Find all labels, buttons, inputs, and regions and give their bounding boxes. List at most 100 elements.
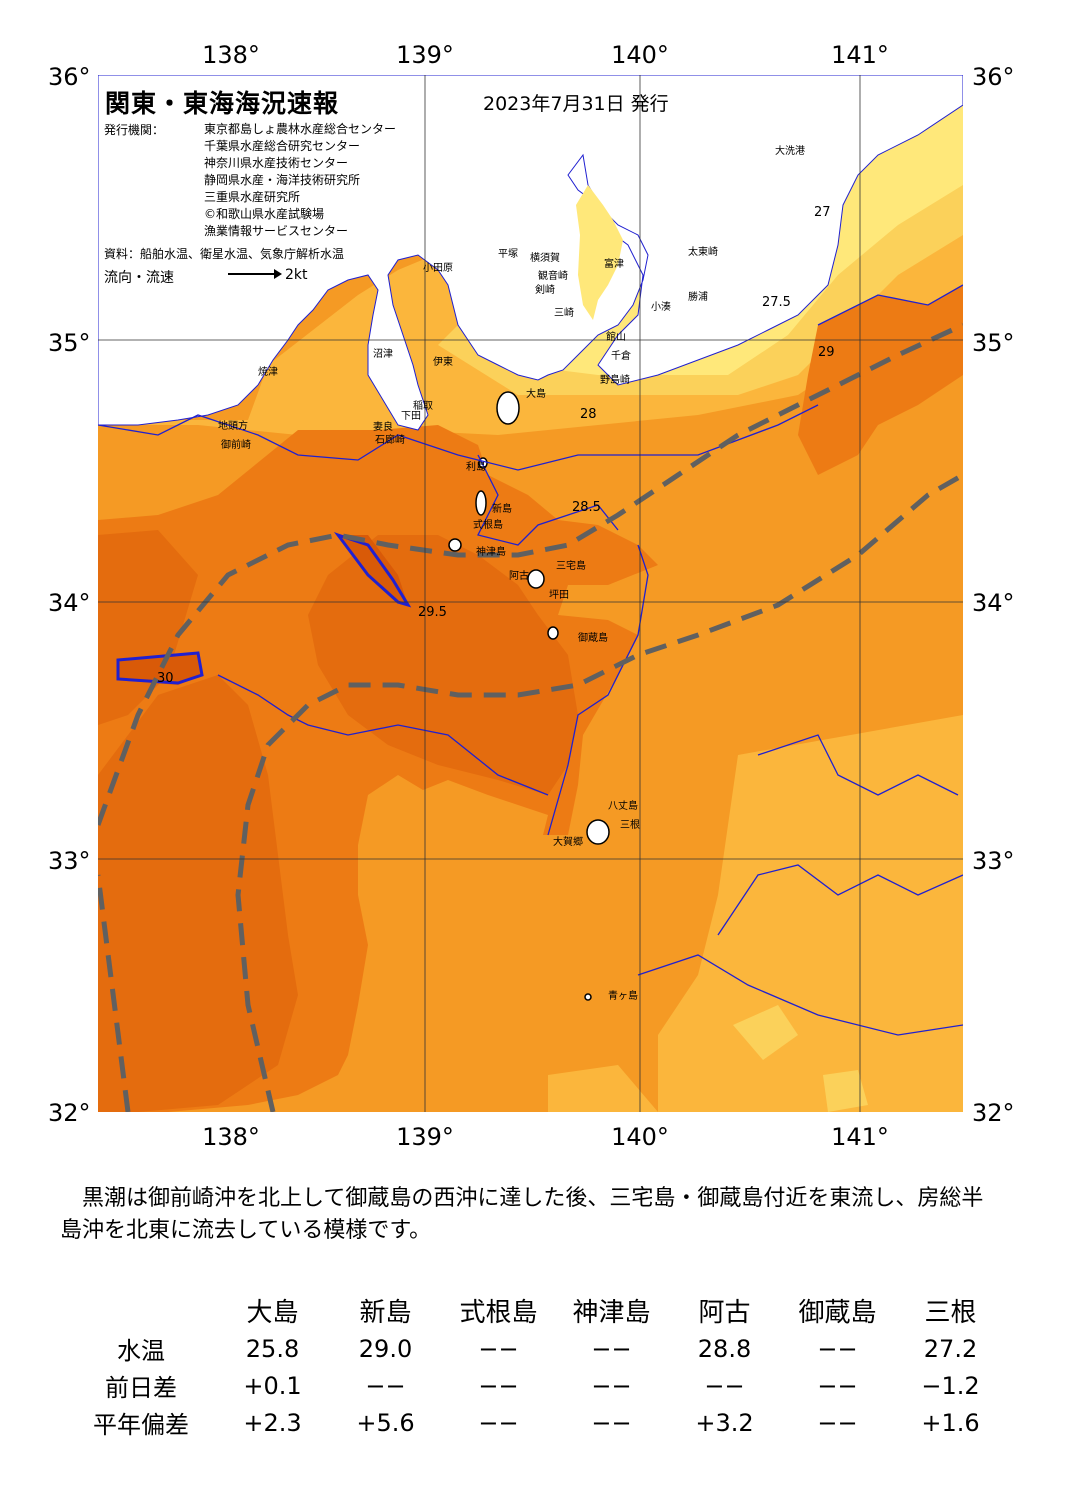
issuer-shizuoka: 静岡県水産・海洋技術研究所 [204, 173, 361, 187]
column-header: 大島 [246, 1297, 299, 1328]
place-miyakejima: 三宅島 [556, 561, 586, 572]
isotherm-g [637, 954, 963, 1036]
table-cell: 28.8 [697, 1334, 752, 1363]
contour-label-28-5: 28.5 [572, 500, 601, 515]
island-miyakejima [527, 569, 545, 589]
lat-tick-33-right: 33° [972, 847, 1015, 875]
sst-band-30-a [338, 535, 408, 605]
table-corner [66, 1290, 216, 1330]
sst-map: 27 27.5 28 28.5 29 29.5 30 大洗港 太東崎 小湊 勝浦… [98, 75, 963, 1112]
place-inatori: 稲取 [413, 401, 433, 412]
place-hiratsuka: 平塚 [498, 249, 518, 260]
place-odawara: 小田原 [423, 263, 453, 274]
kuroshio-axis-south [235, 472, 963, 1112]
lon-tick-140-top: 140° [611, 41, 669, 69]
sst-band-27-5-patch-a [733, 1005, 798, 1060]
place-misaki: 三崎 [554, 308, 574, 319]
issue-date: 2023年7月31日 発行 [483, 93, 669, 115]
sst-band-28-south [548, 1065, 658, 1112]
lat-tick-34-right: 34° [972, 589, 1015, 617]
place-chikura: 千倉 [611, 351, 631, 362]
table-row: 前日差 +0.1 −− −− −− −− −− −1.2 [66, 1367, 1007, 1404]
table-cell: −− [704, 1371, 745, 1400]
island-hachijojima [586, 819, 610, 845]
isotherm-c [477, 454, 619, 546]
description-text: 黒潮は御前崎沖を北上して御蔵島の西沖に達した後、三宅島・御蔵島付近を東流し、房総… [60, 1186, 984, 1243]
table-cell: +0.1 [243, 1371, 302, 1400]
contour-label-29: 29 [818, 345, 835, 360]
flow-arrow-icon [228, 269, 282, 279]
table-cell: −− [817, 1334, 858, 1363]
table-cell: 27.2 [923, 1334, 978, 1363]
isotherm-h [817, 284, 963, 326]
sst-band-29-east [798, 285, 963, 475]
place-tsubota: 坪田 [549, 590, 569, 601]
sst-band-28-east [658, 715, 963, 1112]
lon-tick-138-bottom: 138° [202, 1123, 260, 1151]
table-row: 平年偏差 +2.3 +5.6 −− −− +3.2 −− +1.6 [66, 1404, 1007, 1441]
island-mikurajima [547, 626, 559, 640]
table-header-row: 大島 新島 式根島 神津島 阿古 御蔵島 三根 [66, 1290, 1007, 1330]
flow-legend-label: 流向・流速 [104, 270, 174, 286]
contour-label-27: 27 [814, 205, 831, 220]
place-hachijojima: 八丈島 [608, 801, 638, 812]
lon-tick-140-bottom: 140° [611, 1123, 669, 1151]
place-shikinejima: 式根島 [473, 520, 503, 531]
contour-label-28: 28 [580, 407, 597, 422]
isotherm-f [757, 734, 959, 796]
contour-label-27-5: 27.5 [762, 295, 791, 310]
lat-tick-35-right: 35° [972, 329, 1015, 357]
map-title: 関東・東海海況速報 [105, 89, 340, 118]
isotherm-north-a [98, 404, 819, 471]
place-ako: 阿古 [509, 571, 529, 582]
lon-tick-141-top: 141° [831, 41, 889, 69]
table-cell: +1.6 [921, 1408, 980, 1437]
table-cell: −− [478, 1371, 519, 1400]
tokyo-bay [576, 185, 623, 320]
column-header: 御蔵島 [798, 1297, 877, 1328]
island-aogashima [584, 993, 592, 1001]
place-ito: 伊東 [433, 357, 453, 368]
place-kozushima: 神津島 [476, 547, 506, 558]
kuroshio-axis-west [98, 874, 131, 1112]
table-cell: −− [365, 1371, 406, 1400]
issuer-kanagawa: 神奈川県水産技術センター [204, 156, 349, 170]
table-cell: 29.0 [358, 1334, 413, 1363]
place-mitsune: 三根 [620, 820, 640, 831]
table-cell: −− [817, 1371, 858, 1400]
lon-tick-138-top: 138° [202, 41, 260, 69]
place-kannonzaki: 観音崎 [538, 271, 568, 282]
place-yaizu: 焼津 [258, 367, 278, 378]
place-shimoda: 下田 [401, 411, 421, 422]
lat-tick-32-right: 32° [972, 1099, 1015, 1127]
lon-tick-139-bottom: 139° [396, 1123, 454, 1151]
place-jitoukata: 地頭方 [218, 421, 248, 432]
table-cell: −− [478, 1408, 519, 1437]
isotherm-e [547, 544, 649, 836]
sst-band-30-b [118, 653, 202, 685]
place-tateyama: 館山 [606, 332, 626, 343]
lat-tick-36-right: 36° [972, 63, 1015, 91]
isotherm-30-a [333, 532, 412, 608]
lat-tick-33-left: 33° [48, 847, 91, 875]
column-header: 式根島 [459, 1297, 538, 1328]
island-oshima [496, 391, 520, 425]
table-cell: +2.3 [243, 1408, 302, 1437]
place-mikurajima: 御蔵島 [578, 633, 608, 644]
row-label: 水温 [117, 1337, 165, 1365]
isotherm-i [717, 864, 963, 936]
contour-label-29-5: 29.5 [418, 605, 447, 620]
island-niijima [475, 490, 487, 516]
lat-tick-32-left: 32° [48, 1099, 91, 1127]
place-aogashima: 青ヶ島 [608, 991, 638, 1002]
table-cell: +3.2 [695, 1408, 754, 1437]
place-taito: 太東崎 [688, 247, 718, 258]
place-katsuura: 勝浦 [688, 292, 708, 303]
sst-band-27-5-patch-b [823, 1070, 868, 1112]
column-header: 三根 [924, 1297, 977, 1328]
table-cell: −1.2 [921, 1371, 980, 1400]
column-header: 新島 [359, 1297, 412, 1328]
issuer-mie: 三重県水産研究所 [204, 190, 301, 204]
data-source: 資料：船舶水温、衛星水温、気象庁解析水温 [104, 247, 345, 261]
place-kominato: 小湊 [651, 302, 671, 313]
